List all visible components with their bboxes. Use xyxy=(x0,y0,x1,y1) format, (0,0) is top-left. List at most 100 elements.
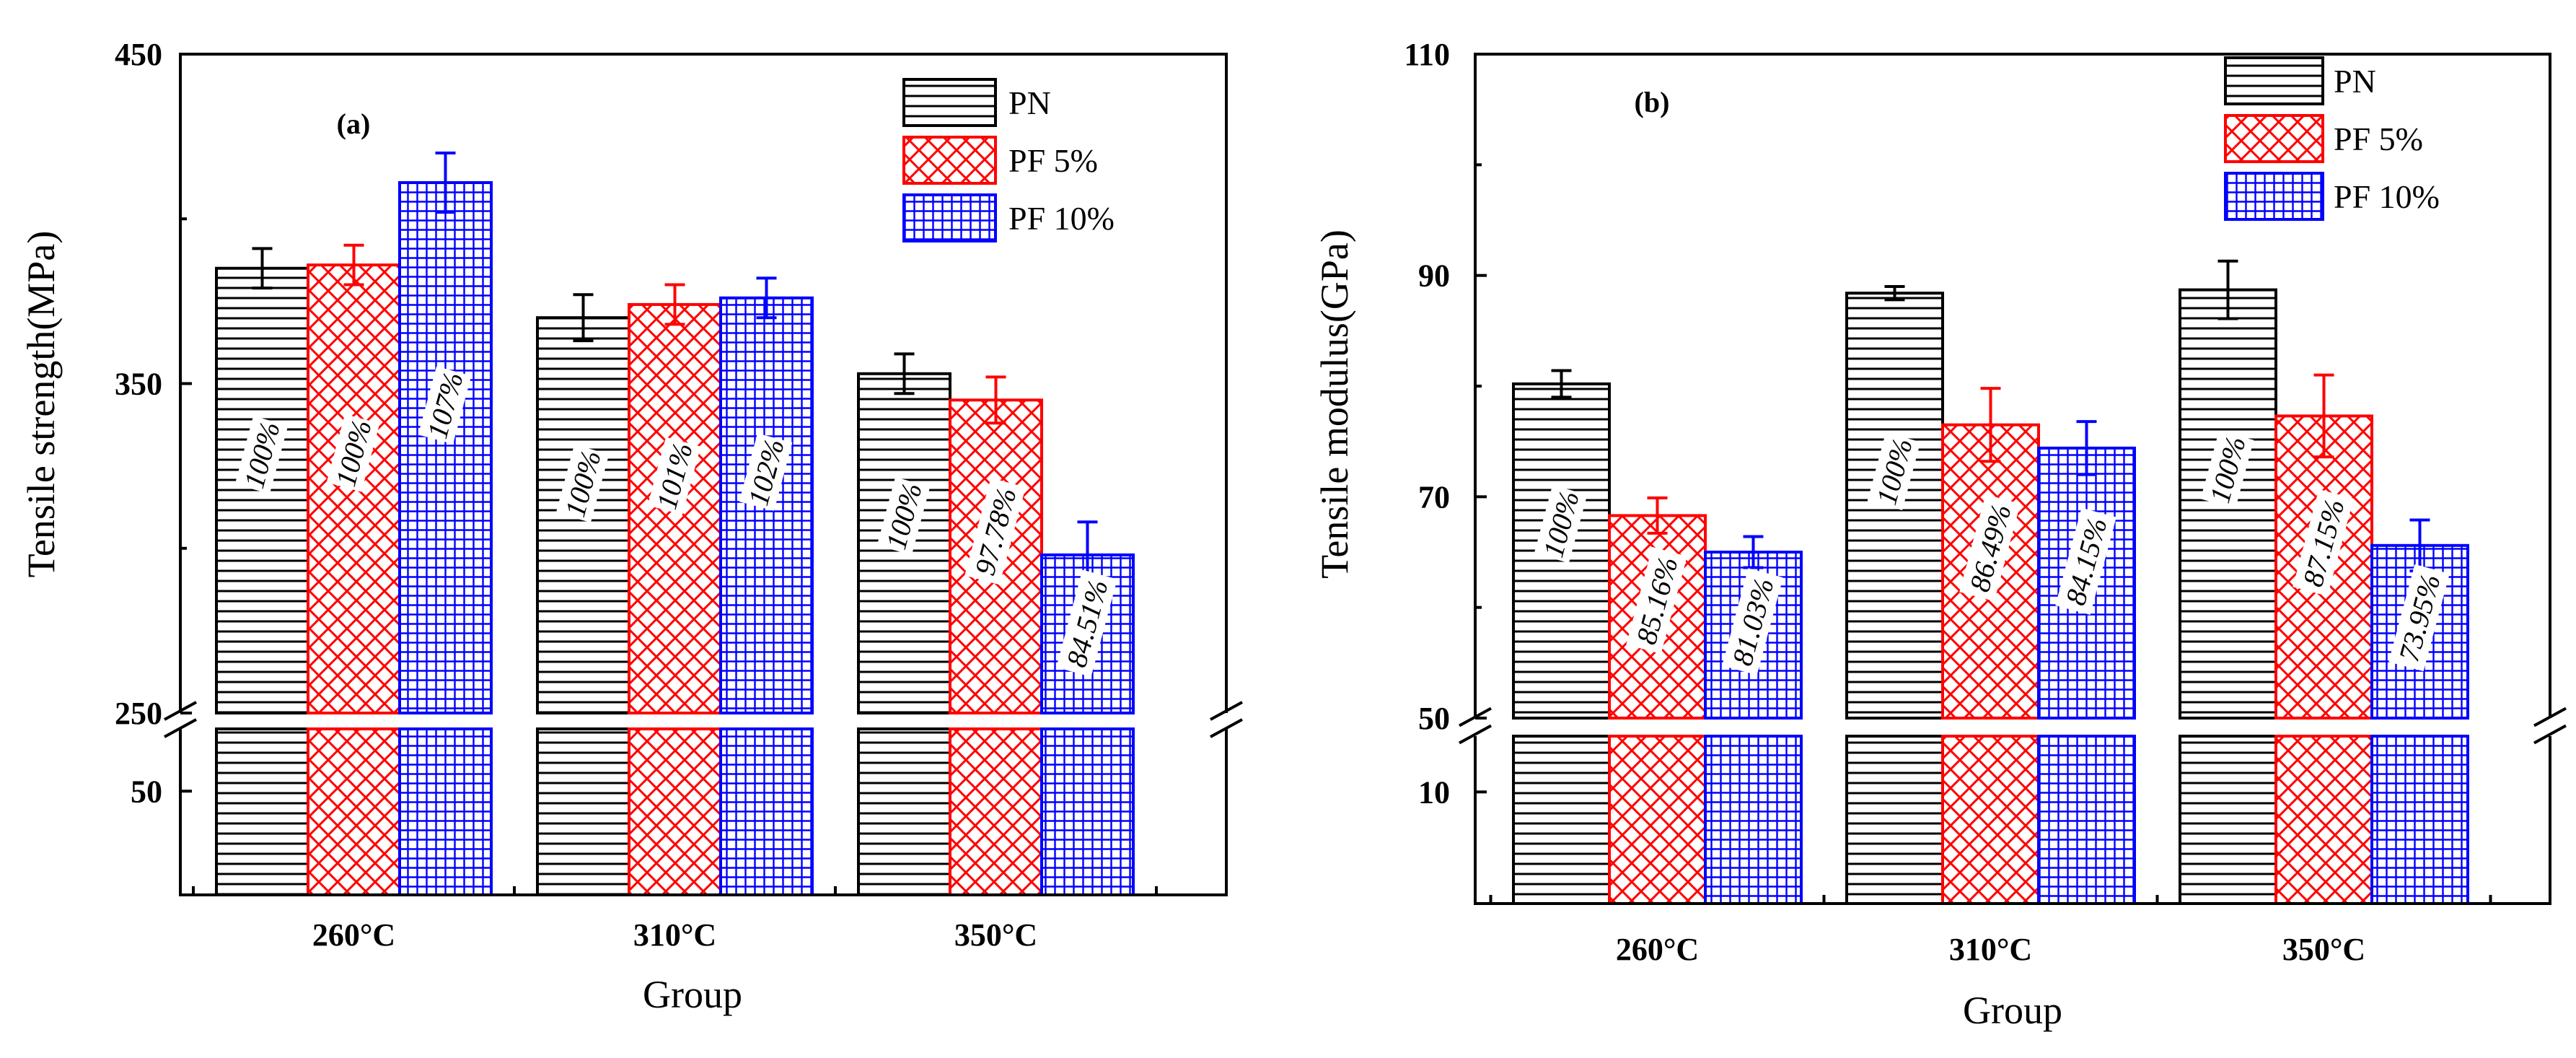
panel-b-data-label-bg-2-2 xyxy=(2388,564,2450,672)
panel-a-bar-2-0-lower xyxy=(857,727,951,896)
panel-b-break-mark-0-b xyxy=(1459,724,1492,745)
panel-b-data-label-bg-0-2 xyxy=(1722,568,1783,676)
panel-a-bar-2-2-lower xyxy=(1040,727,1135,896)
panel-b-error-bar-2-1 xyxy=(2313,373,2334,459)
panel-a-legend: PN PF 5% PF 10% xyxy=(902,78,1115,242)
panel-b-error-bar-1-0 xyxy=(1884,285,1905,302)
panel-a-error-bar-2-1 xyxy=(985,375,1006,425)
panel-b-ytick-label-2: 90 xyxy=(1418,258,1450,294)
panel-a-bar-0-2-lower xyxy=(398,727,493,896)
panel-a-bar-0-1-lower xyxy=(307,727,401,896)
panel-a-error-bar-1-2 xyxy=(756,276,777,320)
panel-b-data-label-bg-1-2 xyxy=(2055,507,2116,615)
panel-b-ytick-label-3: 110 xyxy=(1404,37,1450,72)
panel-b-lower-frame xyxy=(1474,736,2551,905)
panel-b: 100%85.16% 81.03%100%86.49% 84.15%100%87.1… xyxy=(1313,37,2567,1032)
panel-a-legend-label-1: PF 5% xyxy=(1008,142,1098,179)
panel-a-error-bar-0-1 xyxy=(343,243,364,287)
panel-a-ytick-label-2: 450 xyxy=(115,37,162,72)
panel-a-data-label-bg-0-2 xyxy=(418,366,472,445)
panel-a-error-bar-0-2 xyxy=(435,151,456,214)
panel-b-y-axis-label: Tensile modulus(GPa) xyxy=(1313,229,1356,579)
panel-b-data-label-1-0: 100% xyxy=(1867,432,1921,511)
panel-a-legend-swatch-0 xyxy=(902,78,997,127)
panel-a-ytick-lower-label-0: 50 xyxy=(131,774,162,809)
panel-b-axes xyxy=(1459,53,2567,905)
panel-a-bar-2-1-lower xyxy=(949,727,1043,896)
panel-a-error-bar-1-0 xyxy=(573,293,594,343)
panel-b-bar-1-1-lower xyxy=(1941,735,2040,905)
panel-b-bar-2-2-lower xyxy=(2370,735,2469,905)
panel-b-legend-label-0: PN xyxy=(2334,63,2376,100)
panel-a-legend-swatch-1 xyxy=(902,136,997,185)
panel-b-category-labels: 260°C 310°C 350°C xyxy=(1616,932,2365,967)
panel-b-break-mark-1-b xyxy=(2533,724,2567,745)
panel-b-bar-1-2-lower xyxy=(2037,735,2136,905)
panel-b-data-label-bg-1-1 xyxy=(1959,494,2021,602)
panel-a-y-axis-label: Tensile strength(MPa) xyxy=(19,231,63,578)
panel-b-legend-label-1: PF 5% xyxy=(2334,121,2423,157)
panel-a-legend-swatch-2 xyxy=(902,193,997,242)
panel-a-bar-1-1-lower xyxy=(628,727,722,896)
panel-a-x-axis-label: Group xyxy=(643,973,742,1016)
panel-b-bar-1-0-lower xyxy=(1845,735,1944,905)
panel-a-category-label-1: 310°C xyxy=(633,917,716,953)
panel-b-data-label-bg-0-0 xyxy=(1534,485,1588,563)
panel-a-error-bar-1-1 xyxy=(664,283,685,326)
panel-a-data-label-bg-1-1 xyxy=(647,437,701,515)
panel-b-ytick-lower-label-0: 10 xyxy=(1418,774,1450,810)
panel-b-error-bar-1-1 xyxy=(1980,387,2001,463)
panel-b-data-label-bg-2-0 xyxy=(2200,430,2254,509)
panel-b-legend-swatch-1 xyxy=(2224,114,2324,163)
panel-a-break-mark-1-b xyxy=(1210,718,1243,738)
panel-a-bar-1-2-lower xyxy=(719,727,814,896)
panel-b-category-label-2: 350°C xyxy=(2282,932,2365,967)
panel-b-error-bar-0-0 xyxy=(1551,369,1572,399)
panel-a-data-label-bg-2-0 xyxy=(876,477,931,555)
panel-b-break-mark-1-a xyxy=(2533,707,2567,727)
panel-b-error-bar-0-1 xyxy=(1647,496,1668,535)
panel-a-label: (a) xyxy=(337,108,371,140)
panel-b-legend-swatch-2 xyxy=(2224,172,2324,221)
panel-b-error-bar-2-0 xyxy=(2217,259,2238,320)
panel-b-bar-0-2-lower xyxy=(1704,735,1803,905)
panel-a-data-label-bg-1-2 xyxy=(739,433,793,511)
panel-b-ytick-label-0: 50 xyxy=(1418,701,1450,736)
panel-a-error-bar-0-0 xyxy=(252,247,273,290)
panel-a-bar-0-2-upper xyxy=(398,181,493,715)
panel-b-bar-1-1-upper xyxy=(1941,423,2040,720)
panel-b-data-label-bg-0-1 xyxy=(1626,546,1687,655)
panel-a-break-mark-0-a xyxy=(164,701,197,721)
panel-a-legend-label-0: PN xyxy=(1008,84,1051,121)
panel-a-data-label-bg-2-2 xyxy=(1056,569,1117,677)
panel-b-error-bar-1-2 xyxy=(2076,420,2097,476)
panel-b-data-label-bg-1-0 xyxy=(1867,432,1921,511)
panel-b-bar-2-1-lower xyxy=(2274,735,2373,905)
panel-a-bar-0-0-lower xyxy=(215,727,309,896)
panel-b-x-axis-label: Group xyxy=(1963,989,2062,1032)
panel-a-data-label-bg-1-0 xyxy=(555,445,610,523)
panel-b-legend: PN PF 5% PF 10% xyxy=(2224,56,2440,221)
panel-b-legend-swatch-0 xyxy=(2224,56,2324,105)
panel-a-data-label-2-2: 84.51% xyxy=(1056,569,1117,677)
panel-a-break-mark-1-a xyxy=(1210,701,1243,721)
panel-a-ytick-label-1: 350 xyxy=(115,367,162,402)
panel-b-bar-0-1-lower xyxy=(1608,735,1707,905)
panel-a: 100% 100%107%100% 101% 102%100% 97.78%84.51%… xyxy=(19,37,1243,1016)
panel-b-data-label-bg-2-1 xyxy=(2293,489,2354,597)
panel-a-category-labels: 260°C 310°C 350°C xyxy=(312,917,1037,953)
panel-b-bar-2-0-lower xyxy=(2179,735,2277,905)
panel-a-error-bar-2-0 xyxy=(894,352,915,395)
panel-b-error-bar-0-2 xyxy=(1743,535,1764,569)
panel-a-data-label-bg-0-1 xyxy=(326,414,380,492)
panel-b-ytick-label-1: 70 xyxy=(1418,479,1450,515)
panel-b-category-label-0: 260°C xyxy=(1616,932,1699,967)
panel-a-axes xyxy=(164,53,1243,896)
panel-a-legend-label-2: PF 10% xyxy=(1008,200,1115,237)
panel-a-lower-frame xyxy=(179,729,1228,896)
panel-b-category-label-1: 310°C xyxy=(1949,932,2032,967)
panel-b-legend-label-2: PF 10% xyxy=(2334,178,2440,215)
panel-a-category-label-0: 260°C xyxy=(312,917,395,953)
panel-b-bar-0-0-lower xyxy=(1512,735,1611,905)
